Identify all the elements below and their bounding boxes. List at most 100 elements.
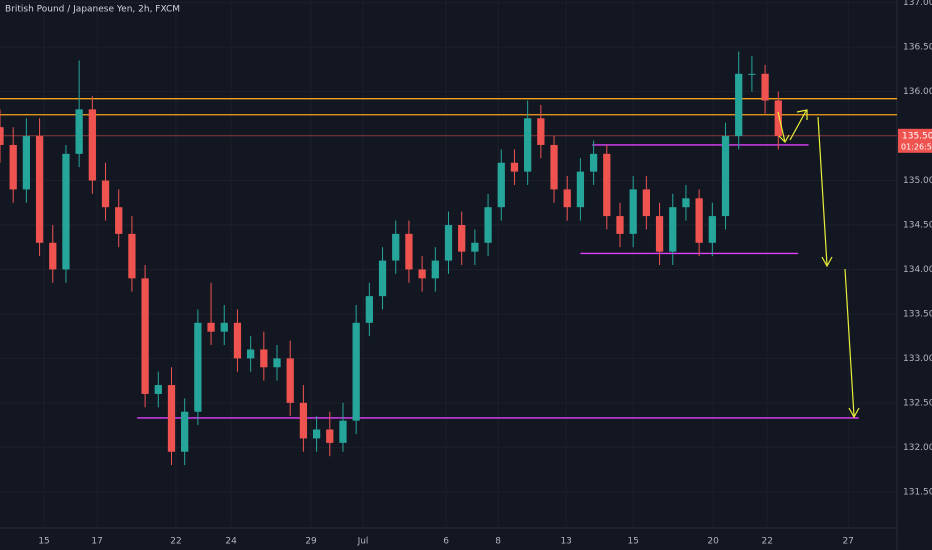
candle-body	[49, 242, 57, 270]
candle-body	[128, 233, 136, 279]
candle-body	[603, 153, 611, 217]
y-tick-label: 135.000	[903, 176, 932, 186]
levels	[0, 98, 897, 419]
y-tick-label: 133.000	[903, 354, 932, 364]
y-tick-label: 132.000	[903, 443, 932, 453]
candle-body	[550, 144, 558, 190]
x-tick-label: 13	[560, 537, 571, 547]
candle-body	[115, 207, 123, 234]
candle-body	[299, 402, 308, 439]
y-tick-label: 136.000	[903, 87, 932, 97]
x-tick-label: 15	[38, 537, 49, 547]
y-tick-label: 132.500	[903, 398, 932, 408]
candle-body	[589, 153, 598, 172]
candle-body	[682, 198, 690, 208]
axes: 131.500 132.000 132.500 133.000 133.500 134.0…	[38, 0, 932, 547]
arrow-head	[821, 256, 833, 268]
candle-body	[708, 216, 716, 243]
candle-body	[735, 73, 743, 137]
candle-body	[352, 322, 360, 421]
candle-body	[458, 224, 466, 252]
last-price-box	[898, 128, 932, 153]
x-tick-label: 27	[842, 537, 853, 547]
candle-body	[444, 224, 453, 261]
candle-body	[141, 278, 149, 394]
candle-body	[774, 100, 782, 137]
y-tick-label: 136.500	[903, 43, 932, 53]
candle-body	[154, 385, 162, 394]
countdown-label: 01:26:55	[901, 142, 932, 151]
candle-body	[471, 242, 479, 252]
candle-body	[194, 322, 202, 412]
x-tick-label: 17	[91, 537, 102, 547]
candle-body	[537, 118, 545, 145]
chart-title: British Pound / Japanese Yen, 2h, FXCM	[5, 5, 180, 15]
candle-body	[524, 118, 532, 172]
candle-body	[576, 171, 585, 208]
candle-body	[378, 260, 387, 297]
arrow-head	[796, 109, 808, 120]
candle-body	[616, 216, 624, 234]
candle-body	[655, 216, 664, 252]
candle-body	[405, 233, 413, 270]
candle-body	[273, 358, 281, 368]
x-tick-label: 15	[627, 537, 638, 547]
candle-body	[101, 180, 110, 208]
candle-body	[233, 322, 242, 359]
y-tick-label: 131.500	[903, 487, 932, 497]
candle-body	[22, 136, 31, 190]
arrow	[777, 111, 786, 143]
candle-body	[365, 296, 373, 323]
candle-body	[0, 127, 4, 145]
arrow	[789, 110, 807, 141]
x-tick-label: 22	[761, 537, 772, 547]
candle-body	[695, 198, 703, 243]
candle-body	[431, 260, 439, 279]
candle-body	[62, 153, 70, 270]
candle-body	[510, 162, 519, 172]
candle-body	[497, 162, 505, 208]
x-tick-label: Jul	[357, 537, 369, 547]
candle-body	[207, 322, 215, 332]
candle-body	[339, 420, 347, 443]
x-tick-label: 20	[707, 537, 719, 547]
candles	[0, 51, 782, 466]
candle-body	[220, 322, 228, 332]
arrow	[817, 116, 828, 266]
candle-body	[761, 73, 769, 101]
candle-body	[484, 207, 492, 243]
arrow-head	[778, 134, 790, 143]
x-tick-label: 22	[170, 537, 181, 547]
y-tick-label: 134.000	[903, 265, 932, 275]
x-tick-label: 29	[305, 537, 317, 547]
candle-body	[75, 109, 83, 154]
x-tick-label: 24	[225, 537, 237, 547]
candle-body	[286, 358, 294, 403]
candle-body	[563, 189, 571, 208]
candle-body	[326, 429, 334, 443]
candle-body	[260, 349, 268, 368]
candle-body	[392, 233, 400, 261]
candle-body	[88, 109, 96, 181]
last-price-label: 135.503	[902, 131, 932, 141]
candle-body	[35, 136, 44, 243]
candle-body	[181, 411, 189, 452]
candle-body	[642, 189, 650, 217]
candle-body	[721, 136, 730, 217]
x-tick-label: 8	[495, 537, 501, 547]
x-tick-label: 6	[443, 537, 449, 547]
candle-body	[167, 385, 176, 452]
candle-body	[247, 349, 255, 359]
candle-body	[669, 207, 677, 252]
y-tick-label: 134.500	[903, 220, 932, 230]
candle-body	[9, 144, 17, 190]
y-tick-label: 137.000	[903, 0, 932, 8]
candle-body	[629, 189, 637, 234]
y-tick-label: 133.500	[903, 309, 932, 319]
candle-body	[418, 269, 426, 279]
arrow-head	[848, 407, 860, 419]
arrows	[777, 109, 860, 419]
